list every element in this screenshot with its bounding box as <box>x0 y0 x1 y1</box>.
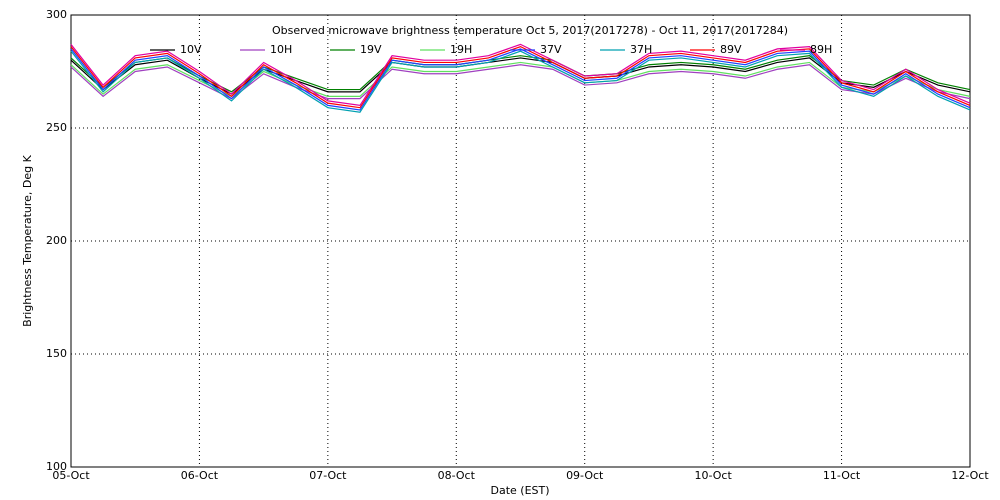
series-line <box>70 50 971 113</box>
legend-label: 37H <box>630 43 652 56</box>
x-tick-label: 12-Oct <box>951 469 989 482</box>
y-tick-label: 200 <box>46 234 67 247</box>
x-tick-label: 06-Oct <box>181 469 219 482</box>
legend-label: 37V <box>540 43 562 56</box>
series-line <box>70 48 971 111</box>
y-tick-label: 300 <box>46 8 67 21</box>
legend-label: 89H <box>810 43 832 56</box>
x-tick-label: 08-Oct <box>438 469 476 482</box>
legend-label: 19V <box>360 43 382 56</box>
series-line <box>70 45 971 109</box>
y-tick-label: 150 <box>46 347 67 360</box>
x-tick-label: 10-Oct <box>694 469 732 482</box>
y-tick-label: 250 <box>46 121 67 134</box>
legend-label: 19H <box>450 43 472 56</box>
x-tick-label: 05-Oct <box>52 469 90 482</box>
legend-label: 10H <box>270 43 292 56</box>
x-tick-label: 11-Oct <box>823 469 861 482</box>
x-tick-label: 07-Oct <box>309 469 347 482</box>
chart-title: Observed microwave brightness temperatur… <box>272 24 788 37</box>
x-axis-label: Date (EST) <box>490 484 549 497</box>
legend-label: 89V <box>720 43 742 56</box>
y-tick-label: 100 <box>46 460 67 473</box>
y-axis-label: Brightness Temperature, Deg K <box>21 154 34 326</box>
legend-label: 10V <box>180 43 202 56</box>
series-line <box>70 43 971 107</box>
x-tick-label: 09-Oct <box>566 469 604 482</box>
